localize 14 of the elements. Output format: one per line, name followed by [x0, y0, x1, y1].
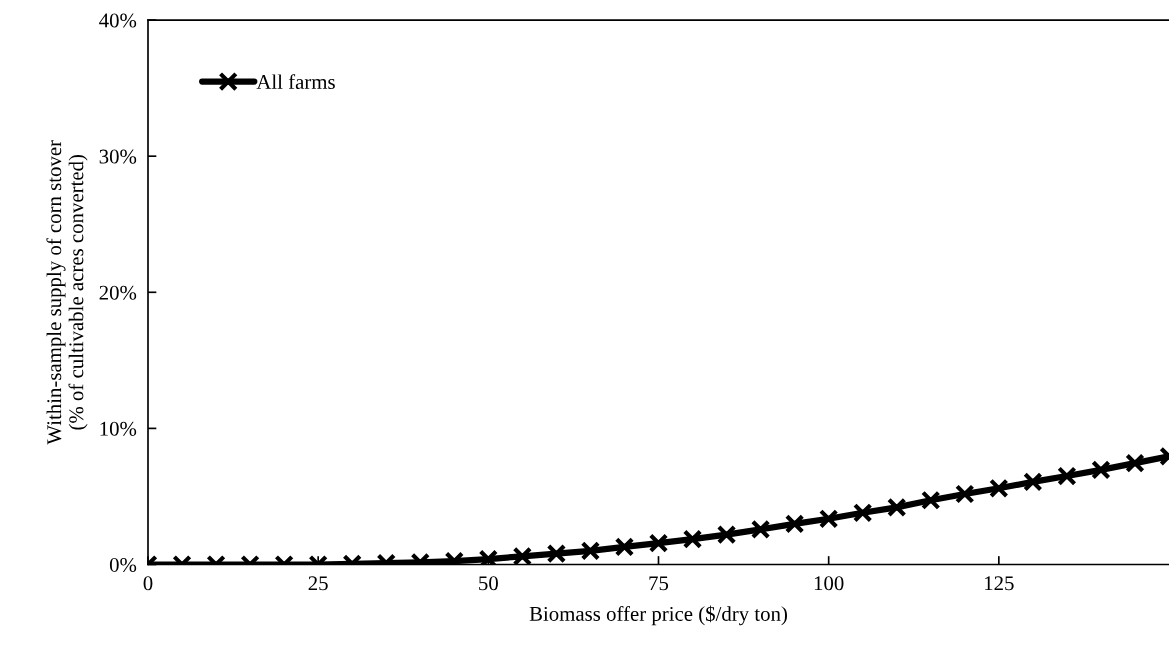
y-tick-label: 20%: [99, 285, 137, 300]
y-tick-label: 0%: [109, 557, 137, 572]
x-tick-label: 75: [649, 576, 669, 591]
x-tick-label: 50: [479, 576, 498, 591]
x-axis-title: Biomass offer price ($/dry ton): [529, 605, 787, 626]
x-tick-label: 25: [308, 576, 328, 591]
y-tick-label: 30%: [99, 149, 137, 164]
y-tick-label: 40%: [99, 13, 137, 28]
y-axis-title: Within-sample supply of corn stover (% of cultivable acres converted): [46, 140, 88, 445]
y-tick-label: 10%: [100, 421, 137, 436]
x-tick-label: 100: [814, 576, 844, 591]
legend-label: All farms: [256, 74, 335, 90]
x-tick-label: 125: [985, 576, 1014, 591]
x-tick-label: 0: [143, 576, 153, 591]
